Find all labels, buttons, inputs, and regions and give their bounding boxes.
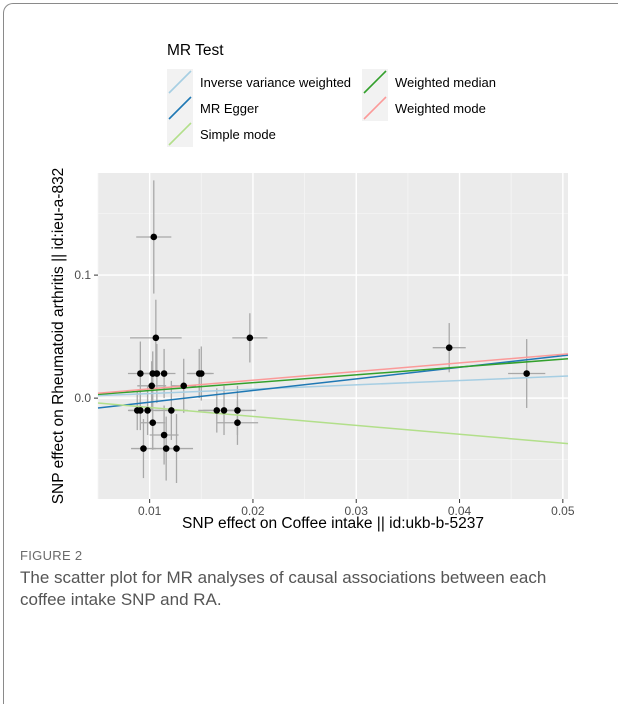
data-point	[162, 445, 170, 452]
legend-label: Weighted median	[395, 75, 496, 90]
data-point	[149, 419, 157, 427]
data-point	[160, 431, 168, 439]
data-point	[150, 233, 158, 241]
data-point	[180, 382, 188, 390]
legend-title: MR Test	[167, 42, 224, 59]
legend-label: Weighted mode	[395, 101, 486, 116]
data-point	[197, 370, 205, 377]
figure-frame	[3, 3, 618, 704]
data-point	[137, 370, 144, 377]
legend-key-line	[168, 122, 192, 146]
data-point	[152, 334, 160, 342]
data-point	[234, 419, 241, 427]
fit-line-weighted-median	[97, 358, 569, 396]
x-tick-label: 0.04	[448, 504, 472, 518]
y-tick-label: 0.1	[74, 268, 91, 282]
data-point	[153, 370, 161, 377]
data-point	[246, 334, 254, 342]
fit-line-weighted-mode	[97, 353, 569, 394]
data-point	[445, 344, 453, 351]
x-tick-label: 0.05	[551, 504, 575, 518]
figure-caption: The scatter plot for MR analyses of caus…	[20, 568, 547, 609]
data-point	[144, 407, 151, 414]
legend-label: MR Egger	[200, 101, 259, 116]
legend-key-line	[168, 96, 192, 120]
y-axis-title: SNP effect on Rheumatoid arthritis || id…	[50, 168, 67, 505]
x-axis-title: SNP effect on Coffee intake || id:ukb-b-…	[182, 515, 484, 532]
fit-line-inverse-variance-weighted	[97, 375, 569, 397]
x-tick-label: 0.01	[138, 504, 162, 518]
legend: Inverse variance weighted MR Egger Simple …	[167, 69, 496, 147]
data-point	[220, 407, 228, 414]
data-point	[213, 407, 221, 414]
x-tick-label: 0.03	[345, 504, 369, 518]
scatter-chart: 0.01 0.02 0.03 0.04 0.05 0.0 0.1 SNP effect on…	[50, 42, 575, 532]
grid-major	[98, 173, 568, 499]
y-tick-label: 0.0	[74, 391, 91, 405]
snp-points	[133, 233, 530, 452]
data-point	[523, 370, 530, 377]
data-point	[234, 407, 241, 414]
fit-line-mr-egger	[97, 354, 569, 409]
data-point	[137, 407, 144, 414]
legend-label: Inverse variance weighted	[200, 75, 351, 90]
data-point	[173, 445, 180, 452]
axis-ticks: 0.01 0.02 0.03 0.04 0.05 0.0 0.1	[74, 268, 575, 518]
figure-label: FIGURE 2	[20, 548, 83, 563]
data-point	[168, 407, 175, 414]
data-point	[148, 382, 156, 390]
mr-fit-lines	[97, 353, 569, 445]
legend-key-line	[363, 70, 387, 94]
legend-key-line	[168, 70, 192, 94]
legend-label: Simple mode	[200, 127, 276, 142]
x-tick-label: 0.02	[241, 504, 265, 518]
data-point	[140, 445, 147, 452]
legend-key-line	[363, 96, 387, 120]
fit-line-simple-mode	[97, 402, 569, 445]
data-point	[160, 370, 168, 377]
